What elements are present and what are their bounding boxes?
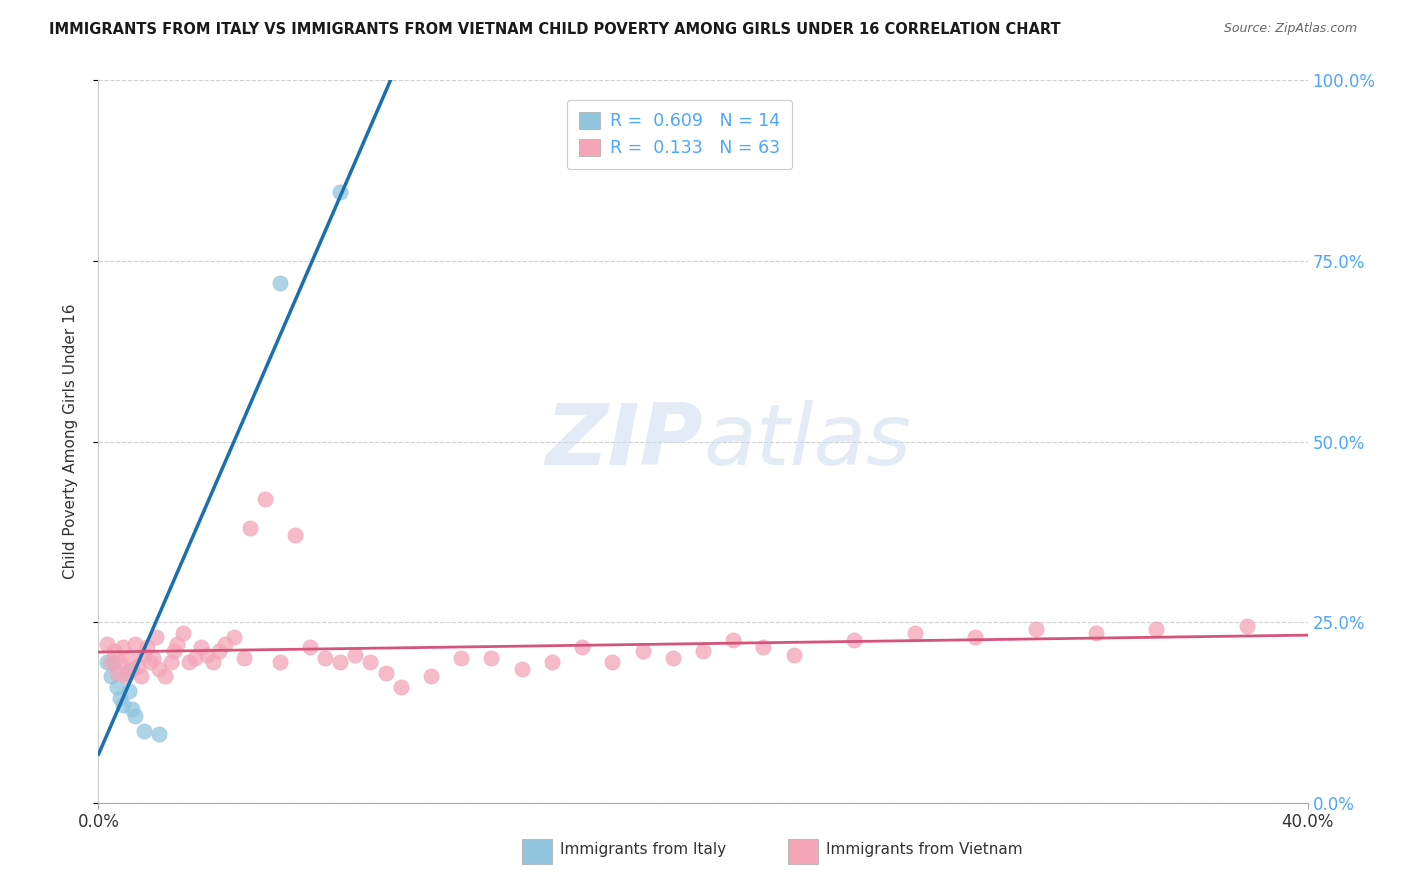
Point [269, 276, 291, 290]
Point [481, 651, 503, 665]
Point [190, 640, 212, 655]
Point [631, 644, 654, 658]
Point [153, 669, 176, 683]
Point [108, 691, 131, 706]
Point [100, 655, 122, 669]
Point [96, 655, 118, 669]
Point [148, 727, 170, 741]
Point [114, 665, 136, 680]
Point [132, 648, 155, 662]
Point [103, 644, 125, 658]
Point [602, 655, 624, 669]
Point [540, 655, 562, 669]
Point [253, 492, 276, 507]
Point [121, 662, 143, 676]
Point [127, 658, 149, 673]
Point [299, 640, 322, 655]
Y-axis label: Child Poverty Among Girls Under 16: Child Poverty Among Girls Under 16 [63, 304, 77, 579]
Point [344, 648, 367, 662]
Text: Source: ZipAtlas.com: Source: ZipAtlas.com [1223, 22, 1357, 36]
Point [96, 637, 118, 651]
Point [124, 637, 146, 651]
Point [121, 702, 143, 716]
Point [145, 630, 167, 644]
Point [132, 723, 155, 738]
Text: Immigrants from Italy: Immigrants from Italy [561, 842, 727, 857]
Text: Immigrants from Vietnam: Immigrants from Vietnam [827, 842, 1024, 857]
Text: atlas: atlas [703, 400, 911, 483]
Point [163, 644, 186, 658]
Point [160, 655, 183, 669]
Point [111, 640, 134, 655]
Point [224, 630, 246, 644]
Point [420, 669, 443, 683]
Point [329, 186, 352, 200]
Text: IMMIGRANTS FROM ITALY VS IMMIGRANTS FROM VIETNAM CHILD POVERTY AMONG GIRLS UNDER: IMMIGRANTS FROM ITALY VS IMMIGRANTS FROM… [49, 22, 1062, 37]
Legend: R =  0.609   N = 14, R =  0.133   N = 63: R = 0.609 N = 14, R = 0.133 N = 63 [567, 100, 792, 169]
Point [314, 651, 336, 665]
Point [214, 637, 236, 651]
Point [360, 655, 382, 669]
Point [105, 665, 128, 680]
Point [202, 655, 225, 669]
Point [571, 640, 593, 655]
Point [450, 651, 472, 665]
Point [783, 648, 806, 662]
Point [118, 683, 141, 698]
Point [100, 669, 122, 683]
Point [510, 662, 533, 676]
Point [103, 655, 125, 669]
Point [135, 640, 157, 655]
Point [965, 630, 987, 644]
Point [389, 680, 412, 694]
Point [692, 644, 714, 658]
Point [172, 626, 194, 640]
Point [723, 633, 745, 648]
Point [284, 528, 307, 542]
Point [142, 651, 165, 665]
Point [844, 633, 866, 648]
FancyBboxPatch shape [787, 838, 818, 864]
Point [111, 698, 134, 713]
Point [752, 640, 775, 655]
FancyBboxPatch shape [522, 838, 551, 864]
Point [166, 637, 188, 651]
Point [1144, 623, 1167, 637]
Point [148, 662, 170, 676]
Point [118, 651, 141, 665]
Point [239, 521, 262, 535]
Text: ZIP: ZIP [546, 400, 703, 483]
Point [269, 655, 291, 669]
Point [1024, 623, 1046, 637]
Point [105, 680, 128, 694]
Point [374, 665, 396, 680]
Point [195, 648, 218, 662]
Point [208, 644, 231, 658]
Point [108, 655, 131, 669]
Point [661, 651, 683, 665]
Point [114, 669, 136, 683]
Point [1085, 626, 1108, 640]
Point [904, 626, 927, 640]
Point [139, 655, 162, 669]
Point [232, 651, 254, 665]
Point [179, 655, 201, 669]
Point [1236, 619, 1258, 633]
Point [124, 709, 146, 723]
Point [184, 651, 207, 665]
Point [129, 669, 152, 683]
Point [329, 655, 352, 669]
